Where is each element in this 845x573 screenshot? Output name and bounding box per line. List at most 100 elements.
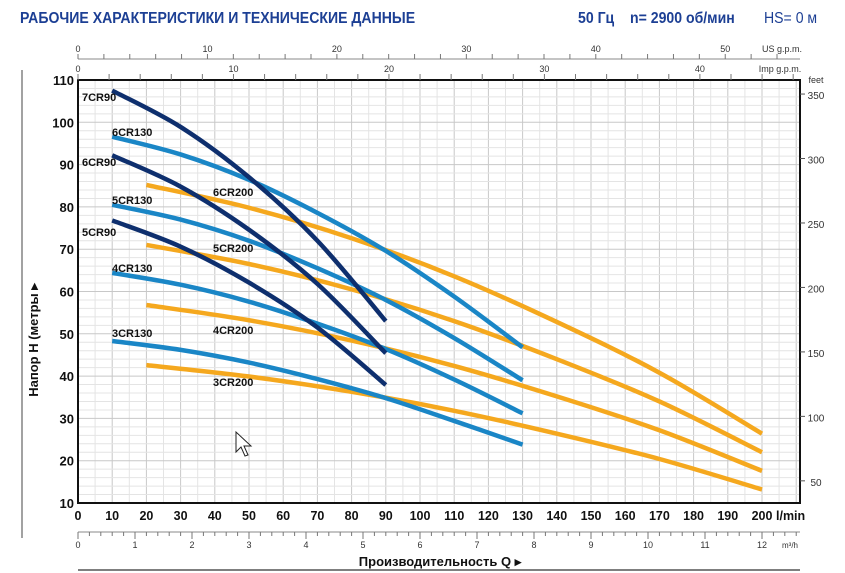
x-tick-label: 80 [345, 509, 359, 523]
y-tick-label: 90 [60, 158, 74, 173]
y-tick-label: 40 [60, 369, 74, 384]
curve-5cr200 [145, 242, 763, 455]
curve-label-6cr90: 6CR90 [82, 157, 116, 169]
y-tick-label: 30 [60, 411, 74, 426]
curve-6cr200 [145, 182, 764, 436]
x-tick-label: 190 [717, 509, 738, 523]
feet-tick-label: 50 [810, 478, 822, 489]
x-tick-label: 50 [242, 509, 256, 523]
y-tick-label: 20 [60, 454, 74, 469]
us-gpm-unit-label: US g.p.m. [762, 44, 802, 54]
hs-label: HS= 0 м [764, 10, 818, 27]
m3h-tick-label: 5 [360, 540, 365, 550]
curve-6cr130 [111, 134, 524, 350]
m3h-tick-label: 0 [75, 540, 80, 550]
curve-5cr90 [111, 218, 388, 387]
m3h-tick-label: 7 [475, 540, 480, 550]
m3h-tick-label: 12 [757, 540, 767, 550]
curve-label-3cr200: 3CR200 [213, 377, 253, 389]
feet-tick-label: 200 [808, 284, 825, 295]
x-tick-label: 10 [105, 509, 119, 523]
curve-4cr130 [111, 270, 524, 416]
feet-tick-label: 300 [808, 156, 825, 167]
grid [77, 79, 800, 504]
us-gpm-tick-label: 30 [461, 44, 471, 54]
m3h-tick-label: 8 [532, 540, 537, 550]
x-tick-label: 30 [174, 509, 188, 523]
curve-label-5cr130: 5CR130 [112, 195, 152, 207]
curve-label-4cr200: 4CR200 [213, 325, 253, 337]
m3h-unit-label: m³/h [782, 541, 798, 550]
y-tick-label: 10 [60, 496, 74, 511]
imp-gpm-tick-label: 10 [228, 64, 238, 74]
curve-label-5cr200: 5CR200 [213, 243, 253, 255]
x-tick-label: 180 [683, 509, 704, 523]
x-tick-label: 0 [75, 509, 82, 523]
x-tick-label: 20 [139, 509, 153, 523]
curve-labels: 7CR90 6CR90 5CR90 6CR130 5CR130 4CR130 3CR130 6… [82, 92, 253, 389]
y-tick-label: 80 [60, 200, 74, 215]
curve-label-4cr130: 4CR130 [112, 263, 152, 275]
x-tick-label: 200 [752, 509, 773, 523]
page-title: РАБОЧИЕ ХАРАКТЕРИСТИКИ И ТЕХНИЧЕСКИЕ ДАН… [20, 10, 416, 27]
m3h-tick-label: 11 [700, 540, 709, 550]
curve-label-3cr130: 3CR130 [112, 328, 152, 340]
m3h-tick-label: 1 [132, 540, 137, 550]
imp-gpm-tick-label: 0 [75, 64, 80, 74]
m3h-tick-label: 3 [246, 540, 251, 550]
x-tick-label: 70 [310, 509, 324, 523]
imp-gpm-tick-label: 30 [539, 64, 549, 74]
feet-tick-label: 350 [808, 91, 825, 102]
us-gpm-tick-label: 20 [332, 44, 342, 54]
feet-tick-label: 250 [808, 220, 825, 231]
plot-frame [77, 79, 801, 504]
x-tick-label: 90 [379, 509, 393, 523]
x-unit-label: l/min [776, 509, 805, 523]
m3h-tick-label: 2 [189, 540, 194, 550]
curve-label-7cr90: 7CR90 [82, 92, 116, 104]
speed-label: n= 2900 об/мин [630, 10, 735, 27]
x-tick-label: 160 [615, 509, 636, 523]
x-tick-label: 40 [208, 509, 222, 523]
frequency-label: 50 Гц [578, 10, 615, 27]
m3h-tick-label: 4 [303, 540, 308, 550]
curve-label-5cr90: 5CR90 [82, 227, 116, 239]
x-axis-label: Производительность Q ▸ [359, 554, 523, 569]
x-tick-label: 120 [478, 509, 499, 523]
curve-label-6cr130: 6CR130 [112, 127, 152, 139]
m3h-tick-label: 10 [643, 540, 653, 550]
feet-tick-label: 150 [808, 349, 825, 360]
curve-7cr90 [111, 88, 388, 323]
imp-gpm-tick-label: 40 [695, 64, 705, 74]
x-tick-label: 100 [410, 509, 431, 523]
x-tick-label: 170 [649, 509, 670, 523]
x-tick-label: 130 [512, 509, 533, 523]
y-tick-label: 60 [60, 285, 74, 300]
x-tick-label: 140 [546, 509, 567, 523]
curve-6cr90 [111, 153, 388, 355]
y-axis-label: Напор H (метры ▸ [26, 282, 41, 397]
curve-4cr200 [146, 302, 763, 473]
imp-gpm-tick-label: 20 [384, 64, 394, 74]
us-gpm-tick-label: 50 [720, 44, 730, 54]
y-tick-label: 100 [52, 115, 74, 130]
curve-label-6cr200: 6CR200 [213, 187, 253, 199]
us-gpm-tick-label: 0 [75, 44, 80, 54]
m3h-tick-label: 9 [589, 540, 594, 550]
m3h-tick-label: 6 [417, 540, 422, 550]
x-tick-label: 150 [581, 509, 602, 523]
imp-gpm-unit-label: Imp g.p.m. [759, 64, 802, 74]
us-gpm-tick-label: 40 [591, 44, 601, 54]
x-tick-label: 60 [276, 509, 290, 523]
curve-3cr130 [111, 338, 524, 447]
us-gpm-tick-label: 10 [202, 44, 212, 54]
y-tick-label: 110 [53, 73, 74, 88]
y-tick-label: 70 [60, 242, 74, 257]
x-tick-label: 110 [444, 509, 464, 523]
feet-unit-label: feet [808, 75, 824, 85]
curves [111, 88, 764, 492]
curve-5cr130 [111, 202, 524, 383]
y-tick-label: 50 [60, 327, 74, 342]
